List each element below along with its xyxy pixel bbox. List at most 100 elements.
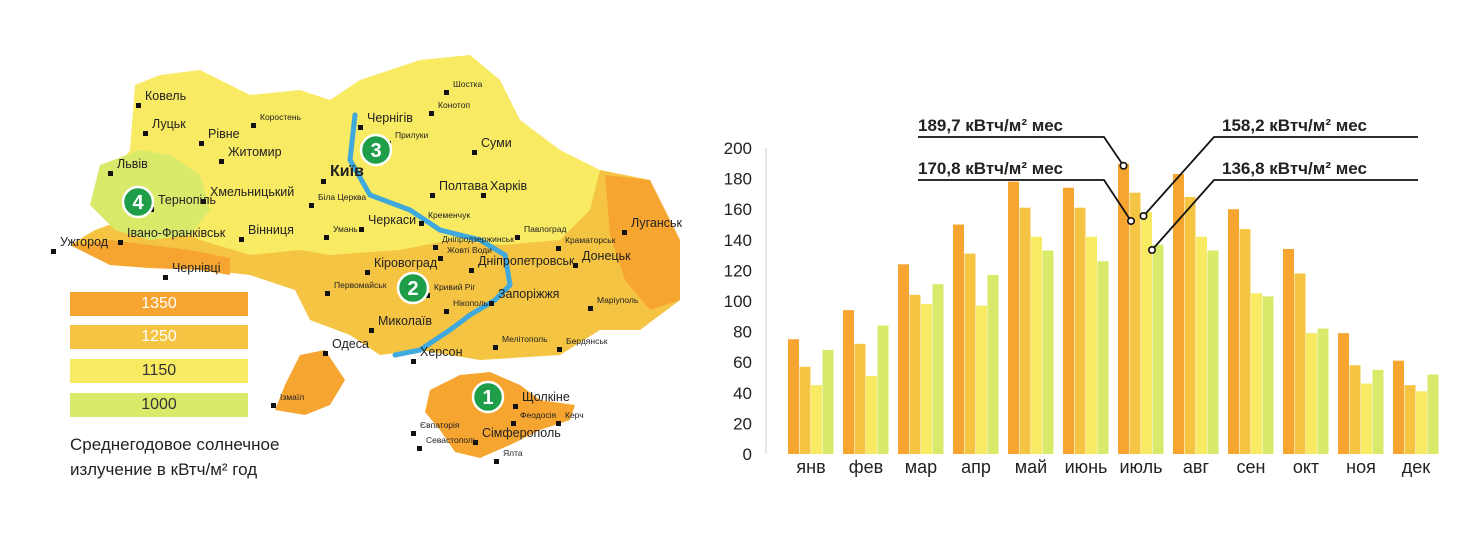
- minor-city-label: Прилуки: [395, 130, 429, 140]
- bar-янв-s4: [822, 349, 834, 454]
- monthly-solar-bar-chart: 0 20 40 60 80 100 120 140 160 180 200 янв фев мар апр…: [724, 116, 1439, 477]
- major-city-label: Луцьк: [152, 117, 186, 131]
- ukraine-solar-map: Ковель Луцьк Рівне Житомир Львів ТернопільХме…: [51, 55, 682, 464]
- bar-окт-s1: [1283, 248, 1294, 454]
- bar-июль-s4: [1152, 244, 1164, 454]
- major-city-label: Тернопіль: [158, 193, 216, 207]
- bar-июль-s2: [1129, 192, 1141, 454]
- minor-city-label: Жовті Води: [447, 245, 492, 255]
- bar-фев-s2: [854, 343, 866, 454]
- x-tick-label: сен: [1237, 457, 1266, 477]
- minor-city-marker: [493, 345, 498, 350]
- annotation-4: 136,8 кВтч/м² мес: [1147, 159, 1418, 255]
- minor-city-marker: [417, 446, 422, 451]
- bar-мар-s2: [909, 294, 921, 454]
- minor-city-label: Ялта: [503, 448, 523, 458]
- major-city-marker: [365, 270, 370, 275]
- major-city-marker: [473, 440, 478, 445]
- zone-badge-number: 1: [482, 387, 493, 409]
- bar-июнь-s4: [1097, 261, 1109, 454]
- major-city-marker: [163, 275, 168, 280]
- zone-1350-crimea: [425, 372, 575, 458]
- legend-swatch-1350: 1350: [70, 292, 248, 316]
- minor-city-marker: [556, 246, 561, 251]
- y-axis: 0 20 40 60 80 100 120 140 160 180 200: [724, 139, 767, 464]
- bar-авг-s3: [1196, 236, 1207, 454]
- major-city-label: Дніпропетровськ: [478, 254, 575, 268]
- annotation-text: 170,8 кВтч/м² мес: [918, 159, 1063, 178]
- major-city-label: Черкаси: [368, 213, 416, 227]
- minor-city-marker: [557, 347, 562, 352]
- x-tick-label: май: [1015, 457, 1047, 477]
- major-city-marker: [489, 301, 494, 306]
- minor-city-marker: [438, 256, 443, 261]
- minor-city-marker: [251, 123, 256, 128]
- bar-ноя-s2: [1349, 365, 1361, 454]
- minor-city-marker: [419, 221, 424, 226]
- major-city-marker: [513, 404, 518, 409]
- minor-city-label: Павлоград: [524, 224, 566, 234]
- bar-май-s4: [1042, 250, 1054, 454]
- y-tick-label: 80: [733, 323, 752, 342]
- bar-ноя-s3: [1361, 383, 1372, 454]
- minor-city-label: Кременчук: [428, 210, 470, 220]
- zone-1350-west: [70, 240, 230, 275]
- x-tick-label: окт: [1293, 457, 1319, 477]
- minor-city-marker: [588, 306, 593, 311]
- major-city-marker: [219, 159, 224, 164]
- annotation-3: 158,2 кВтч/м² мес: [1139, 116, 1418, 221]
- bar-дек-s1: [1393, 360, 1404, 454]
- x-tick-label: ноя: [1346, 457, 1376, 477]
- bar-сен-s3: [1251, 293, 1262, 454]
- zone-badge-circle: [396, 271, 430, 305]
- minor-city-label: Кривий Ріг: [434, 282, 475, 292]
- major-city-label: Івано-Франківськ: [127, 226, 226, 240]
- major-city-marker: [118, 240, 123, 245]
- minor-city-label: Конотоп: [438, 100, 470, 110]
- map-caption: Среднегодовое солнечное излучение в кВтч…: [70, 432, 370, 482]
- bar-ноя-s4: [1372, 369, 1384, 454]
- annotation-text: 136,8 кВтч/м² мес: [1222, 159, 1367, 178]
- y-tick-label: 40: [733, 384, 752, 403]
- major-city-label: Щолкіне: [522, 390, 570, 404]
- bar-июнь-s1: [1063, 187, 1074, 454]
- minor-city-label: Первомайськ: [334, 280, 387, 290]
- map-caption-line-1: Среднегодовое солнечное: [70, 435, 280, 454]
- bar-фев-s4: [877, 325, 889, 454]
- legend-label-1150: 1150: [141, 362, 177, 379]
- x-tick-label: авг: [1183, 457, 1210, 477]
- major-city-marker: [51, 249, 56, 254]
- bar-окт-s3: [1306, 333, 1317, 454]
- zone-badge-1: 1: [471, 380, 505, 414]
- minor-city-label: Краматорськ: [565, 235, 616, 245]
- zone-badge-number: 2: [407, 278, 418, 300]
- legend-swatch-1250: 1250: [70, 325, 248, 349]
- bars: [788, 163, 1439, 454]
- y-tick-label: 180: [724, 170, 752, 189]
- x-tick-label: дек: [1402, 457, 1431, 477]
- minor-city-label: Дніпродзержинськ: [442, 234, 514, 244]
- value-annotations: 189,7 кВтч/м² мес 170,8 кВтч/м² мес 158,2 …: [918, 116, 1418, 255]
- zone-badge-4: 4: [121, 185, 155, 219]
- minor-city-label: Маріуполь: [597, 295, 639, 305]
- major-city-marker: [469, 268, 474, 273]
- minor-city-label: Ізмаїл: [280, 392, 304, 402]
- major-city-label: Львів: [117, 157, 148, 171]
- major-city-marker: [323, 351, 328, 356]
- bar-янв-s3: [811, 385, 822, 454]
- minor-city-marker: [433, 245, 438, 250]
- minor-city-label: Севастополь: [426, 435, 478, 445]
- legend-label-1350: 1350: [141, 295, 177, 312]
- bar-апр-s2: [964, 253, 976, 454]
- major-city-label: Ковель: [145, 89, 186, 103]
- bar-сен-s2: [1239, 229, 1251, 454]
- minor-city-marker: [271, 403, 276, 408]
- major-city-label: Рівне: [208, 127, 240, 141]
- annotation-leader-line: [1151, 179, 1418, 251]
- annotation-point: [1139, 212, 1148, 221]
- bar-сен-s4: [1262, 296, 1274, 454]
- major-city-label: Кіровоград: [374, 256, 438, 270]
- zone-badge-number: 4: [132, 192, 144, 214]
- major-city-marker: [481, 193, 486, 198]
- zone-1350-bessarabia: [275, 350, 345, 415]
